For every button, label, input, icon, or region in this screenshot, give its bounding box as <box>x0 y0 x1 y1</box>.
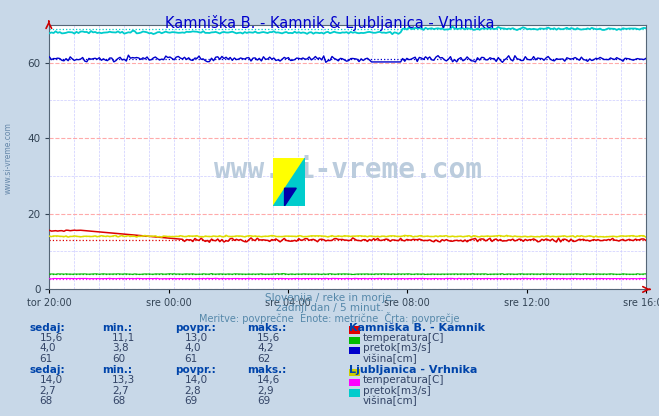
Text: 15,6: 15,6 <box>40 333 63 343</box>
Text: 2,7: 2,7 <box>112 386 129 396</box>
Text: 13,0: 13,0 <box>185 333 208 343</box>
Text: Ljubljanica - Vrhnika: Ljubljanica - Vrhnika <box>349 365 478 375</box>
Text: min.:: min.: <box>102 323 132 333</box>
Text: temperatura[C]: temperatura[C] <box>363 333 445 343</box>
Text: Kamniška B. - Kamnik & Ljubljanica - Vrhnika: Kamniška B. - Kamnik & Ljubljanica - Vrh… <box>165 15 494 30</box>
Text: www.si-vreme.com: www.si-vreme.com <box>214 156 482 184</box>
Text: 14,0: 14,0 <box>40 375 63 385</box>
Polygon shape <box>273 158 305 206</box>
Text: 62: 62 <box>257 354 270 364</box>
Text: 3,8: 3,8 <box>112 343 129 353</box>
Text: 69: 69 <box>257 396 270 406</box>
Text: temperatura[C]: temperatura[C] <box>363 375 445 385</box>
Text: sedaj:: sedaj: <box>30 323 65 333</box>
Text: 15,6: 15,6 <box>257 333 280 343</box>
Text: maks.:: maks.: <box>247 365 287 375</box>
Text: 13,3: 13,3 <box>112 375 135 385</box>
Text: 68: 68 <box>112 396 125 406</box>
Text: višina[cm]: višina[cm] <box>363 396 418 406</box>
Text: 69: 69 <box>185 396 198 406</box>
Text: 61: 61 <box>185 354 198 364</box>
Text: pretok[m3/s]: pretok[m3/s] <box>363 343 431 353</box>
Text: 14,6: 14,6 <box>257 375 280 385</box>
Text: 14,0: 14,0 <box>185 375 208 385</box>
Text: višina[cm]: višina[cm] <box>363 354 418 364</box>
Text: 11,1: 11,1 <box>112 333 135 343</box>
Text: zadnji dan / 5 minut.: zadnji dan / 5 minut. <box>275 303 384 313</box>
Text: 4,2: 4,2 <box>257 343 273 353</box>
Text: 61: 61 <box>40 354 53 364</box>
Text: 2,8: 2,8 <box>185 386 201 396</box>
Text: 4,0: 4,0 <box>185 343 201 353</box>
Text: 60: 60 <box>112 354 125 364</box>
Text: povpr.:: povpr.: <box>175 365 215 375</box>
Text: povpr.:: povpr.: <box>175 323 215 333</box>
Polygon shape <box>285 188 297 206</box>
Polygon shape <box>273 158 305 206</box>
Text: pretok[m3/s]: pretok[m3/s] <box>363 386 431 396</box>
Text: sedaj:: sedaj: <box>30 365 65 375</box>
Text: Slovenija / reke in morje.: Slovenija / reke in morje. <box>264 293 395 303</box>
Text: 68: 68 <box>40 396 53 406</box>
Text: min.:: min.: <box>102 365 132 375</box>
Text: www.si-vreme.com: www.si-vreme.com <box>4 122 13 194</box>
Text: 2,7: 2,7 <box>40 386 56 396</box>
Text: maks.:: maks.: <box>247 323 287 333</box>
Text: 4,0: 4,0 <box>40 343 56 353</box>
Text: Meritve: povprečne  Enote: metrične  Črta: povprečje: Meritve: povprečne Enote: metrične Črta:… <box>199 312 460 324</box>
Text: Kamniška B. - Kamnik: Kamniška B. - Kamnik <box>349 323 485 333</box>
Text: 2,9: 2,9 <box>257 386 273 396</box>
